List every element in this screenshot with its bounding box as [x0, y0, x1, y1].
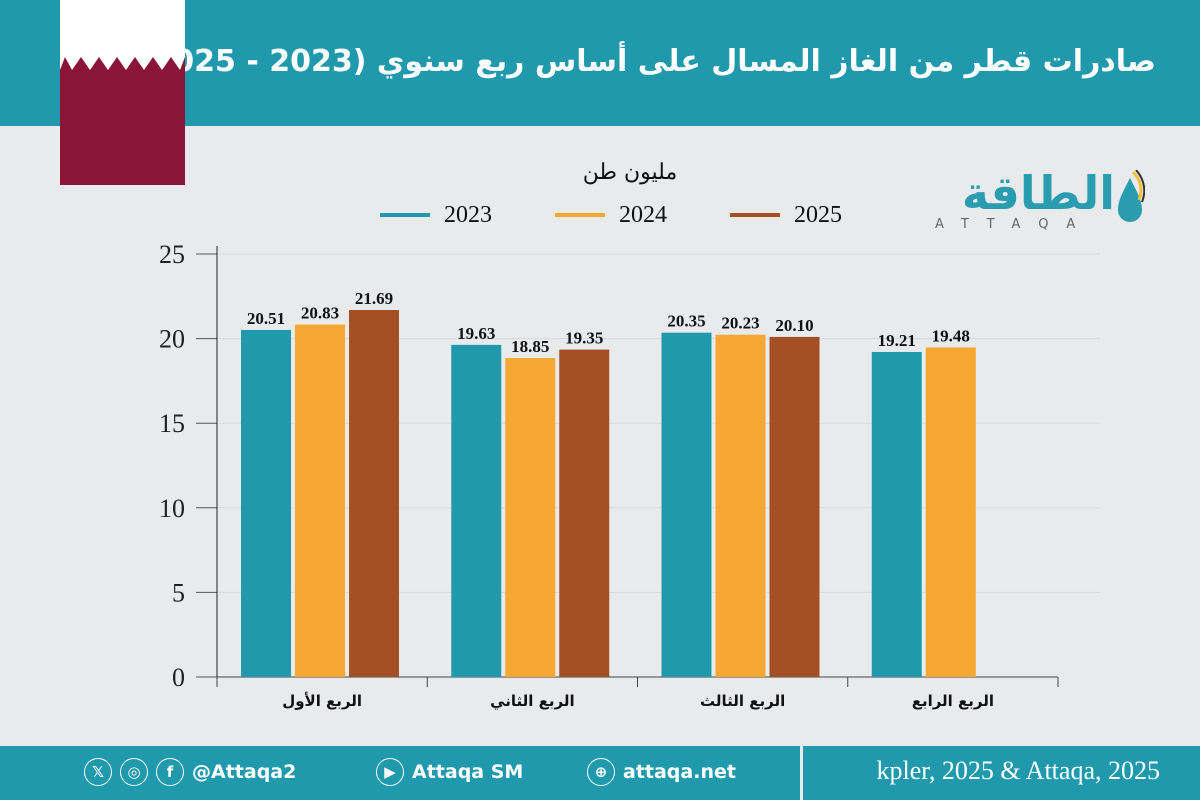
data-label: 19.63 — [457, 324, 495, 343]
legend-swatch-2025 — [730, 213, 780, 217]
y-tick-label: 0 — [172, 663, 185, 692]
facebook-icon[interactable]: f — [156, 758, 184, 786]
youtube-channel[interactable]: Attaqa SM — [412, 761, 524, 783]
bar-chart: 0 5 10 15 20 25 20.51 20.83 21.69 الربع الأول 19.6… — [159, 240, 1100, 710]
bar-2025 — [769, 336, 820, 677]
legend-label-2025: 2025 — [794, 201, 842, 228]
social-links: 𝕏 ◎ f @Attaqa2 — [84, 758, 296, 786]
x-category-label: الربع الثالث — [700, 692, 785, 710]
y-tick-label: 5 — [172, 578, 185, 607]
legend-item-2025: 2025 — [730, 200, 842, 230]
legend-label-2023: 2023 — [444, 201, 492, 228]
data-label: 20.83 — [301, 304, 339, 323]
data-label: 20.51 — [247, 309, 285, 328]
data-label: 19.21 — [878, 331, 916, 350]
data-label: 21.69 — [355, 289, 393, 308]
bar-2023 — [661, 332, 712, 677]
website-link: ⊕ attaqa.net — [587, 758, 736, 786]
attaqa-logo: الطاقة ATTAQA — [925, 165, 1155, 235]
bar-2023 — [241, 329, 291, 677]
logo-arabic-text: الطاقة — [961, 166, 1115, 220]
bar-2024 — [715, 334, 766, 677]
data-label: 20.23 — [721, 314, 759, 333]
website-url[interactable]: attaqa.net — [623, 761, 736, 783]
legend-label-2024: 2024 — [619, 201, 667, 228]
instagram-icon[interactable]: ◎ — [120, 758, 148, 786]
youtube-icon[interactable]: ▶ — [376, 758, 404, 786]
y-tick-label: 25 — [159, 240, 185, 269]
y-tick-label: 15 — [159, 409, 185, 438]
x-twitter-icon[interactable]: 𝕏 — [84, 758, 112, 786]
footer-divider — [800, 746, 803, 800]
source-text: kpler, 2025 & Attaqa, 2025 — [876, 756, 1160, 785]
y-tick-label: 20 — [159, 325, 185, 354]
data-label: 18.85 — [511, 337, 549, 356]
x-category-label: الربع الرابع — [912, 692, 994, 710]
legend-swatch-2024 — [555, 213, 605, 217]
bar-2025 — [559, 349, 610, 677]
bar-2025 — [349, 310, 399, 677]
logo-english-text: ATTAQA — [935, 217, 1094, 232]
qatar-flag-icon — [60, 0, 185, 185]
drop-icon — [1118, 170, 1145, 222]
footer-bar: 𝕏 ◎ f @Attaqa2 ▶ Attaqa SM ⊕ attaqa.net … — [0, 746, 1200, 800]
data-label: 19.48 — [932, 326, 970, 345]
legend-item-2024: 2024 — [555, 200, 667, 230]
globe-icon[interactable]: ⊕ — [587, 758, 615, 786]
x-category-label: الربع الأول — [282, 692, 362, 710]
legend-swatch-2023 — [380, 213, 430, 217]
social-handle[interactable]: @Attaqa2 — [192, 761, 297, 783]
youtube-link: ▶ Attaqa SM — [376, 758, 523, 786]
x-category-label: الربع الثاني — [490, 692, 575, 710]
y-unit-label: مليون طن — [582, 160, 678, 185]
bar-2024 — [925, 347, 976, 677]
data-label: 20.10 — [775, 316, 813, 335]
bar-2024 — [295, 324, 345, 677]
y-tick-label: 10 — [159, 494, 185, 523]
bar-2023 — [871, 351, 922, 677]
bar-2023 — [451, 344, 502, 677]
data-label: 20.35 — [667, 312, 705, 331]
data-label: 19.35 — [565, 329, 603, 348]
bar-2024 — [505, 358, 556, 677]
header-bar: صادرات قطر من الغاز المسال على أساس ربع … — [0, 0, 1200, 126]
legend-item-2023: 2023 — [380, 200, 492, 230]
